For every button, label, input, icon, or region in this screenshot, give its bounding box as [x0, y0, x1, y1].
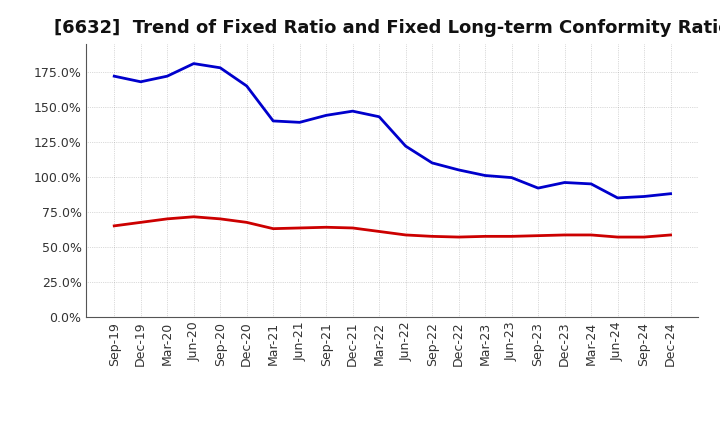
Fixed Ratio [428, 160, 436, 165]
Fixed Ratio [640, 194, 649, 199]
Line: Fixed Long-term Conformity Ratio: Fixed Long-term Conformity Ratio [114, 217, 670, 237]
Fixed Long-term Conformity Ratio [110, 223, 119, 228]
Fixed Ratio [666, 191, 675, 196]
Fixed Ratio [295, 120, 304, 125]
Fixed Ratio [613, 195, 622, 201]
Fixed Long-term Conformity Ratio [560, 232, 569, 238]
Fixed Long-term Conformity Ratio [481, 234, 490, 239]
Fixed Long-term Conformity Ratio [640, 235, 649, 240]
Fixed Ratio [243, 83, 251, 88]
Fixed Long-term Conformity Ratio [216, 216, 225, 221]
Fixed Long-term Conformity Ratio [375, 229, 384, 234]
Fixed Long-term Conformity Ratio [348, 225, 357, 231]
Fixed Ratio [587, 181, 595, 187]
Fixed Ratio [163, 73, 171, 79]
Fixed Ratio [269, 118, 277, 124]
Fixed Long-term Conformity Ratio [295, 225, 304, 231]
Fixed Ratio [189, 61, 198, 66]
Fixed Ratio [216, 65, 225, 70]
Fixed Ratio [375, 114, 384, 119]
Fixed Long-term Conformity Ratio [534, 233, 542, 238]
Fixed Ratio [481, 173, 490, 178]
Fixed Long-term Conformity Ratio [666, 232, 675, 238]
Fixed Long-term Conformity Ratio [613, 235, 622, 240]
Fixed Ratio [401, 143, 410, 149]
Fixed Long-term Conformity Ratio [428, 234, 436, 239]
Fixed Ratio [508, 175, 516, 180]
Fixed Long-term Conformity Ratio [401, 232, 410, 238]
Legend: Fixed Ratio, Fixed Long-term Conformity Ratio: Fixed Ratio, Fixed Long-term Conformity … [176, 438, 609, 440]
Fixed Ratio [136, 79, 145, 84]
Fixed Long-term Conformity Ratio [454, 235, 463, 240]
Fixed Ratio [560, 180, 569, 185]
Line: Fixed Ratio: Fixed Ratio [114, 64, 670, 198]
Fixed Ratio [454, 167, 463, 172]
Fixed Long-term Conformity Ratio [136, 220, 145, 225]
Fixed Ratio [322, 113, 330, 118]
Title: [6632]  Trend of Fixed Ratio and Fixed Long-term Conformity Ratio: [6632] Trend of Fixed Ratio and Fixed Lo… [54, 19, 720, 37]
Fixed Long-term Conformity Ratio [508, 234, 516, 239]
Fixed Long-term Conformity Ratio [322, 225, 330, 230]
Fixed Ratio [534, 185, 542, 191]
Fixed Long-term Conformity Ratio [587, 232, 595, 238]
Fixed Long-term Conformity Ratio [163, 216, 171, 221]
Fixed Ratio [110, 73, 119, 79]
Fixed Ratio [348, 109, 357, 114]
Fixed Long-term Conformity Ratio [269, 226, 277, 231]
Fixed Long-term Conformity Ratio [243, 220, 251, 225]
Fixed Long-term Conformity Ratio [189, 214, 198, 220]
